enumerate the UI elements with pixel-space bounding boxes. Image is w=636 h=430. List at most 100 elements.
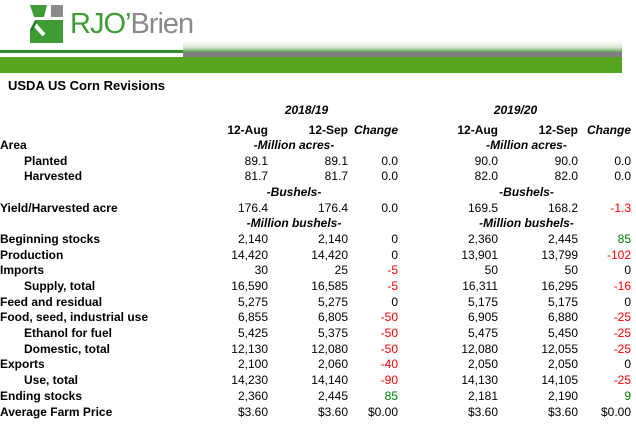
value-cell: 14,420 — [231, 247, 268, 262]
row-label: Yield/Harvested acre — [0, 200, 118, 215]
value-cell: 16,311 — [462, 279, 499, 294]
value-cell: $0.00 — [601, 404, 632, 419]
value-cell: 12,080 — [461, 341, 499, 356]
value-cell: -25 — [613, 310, 632, 325]
value-cell: 85 — [617, 231, 632, 246]
row-label: Feed and residual — [0, 294, 103, 309]
value-cell: 5,175 — [547, 294, 579, 309]
unit-label: -Million bushels- — [479, 216, 574, 231]
brand-underline — [0, 50, 183, 53]
value-cell: 0.0 — [614, 153, 632, 168]
value-cell: 2,181 — [467, 388, 499, 403]
year-header-2019-20: 2019/20 — [493, 103, 538, 117]
table-row: Beginning stocks 2,140 2,140 0 2,360 2,445 85 — [0, 231, 633, 247]
value-cell: 0 — [624, 357, 632, 372]
rjobrien-wordmark: RJO’Brien — [70, 4, 194, 44]
value-cell: $0.00 — [367, 404, 399, 419]
row-label: Beginning stocks — [0, 231, 101, 246]
year-header-row: 2018/19 2019/20 — [0, 95, 633, 117]
row-label: Harvested — [24, 169, 83, 184]
value-cell: 13,901 — [461, 247, 499, 262]
value-cell: 5,375 — [317, 326, 348, 341]
table-row: Feed and residual 5,275 5,275 0 5,175 5,175 0 — [0, 294, 633, 310]
row-label: Imports — [0, 263, 45, 278]
row-label: Production — [0, 247, 64, 262]
spacer-cell — [0, 95, 215, 117]
value-cell: 90.0 — [474, 153, 499, 168]
value-cell: 0 — [391, 231, 399, 246]
value-cell: 89.1 — [324, 153, 348, 168]
value-cell: 2,060 — [317, 357, 348, 372]
table-row: Exports 2,100 2,060 -40 2,050 2,050 0 — [0, 357, 633, 373]
unit-label: -Bushels- — [499, 184, 554, 199]
value-cell: 16,590 — [231, 279, 268, 294]
year-header-2018-19: 2018/19 — [284, 103, 329, 117]
value-cell: 0 — [391, 247, 399, 262]
table-row: Production 14,420 14,420 0 13,901 13,799 -102 — [0, 247, 633, 263]
value-cell: 16,585 — [311, 279, 348, 294]
value-cell: 6,880 — [547, 310, 579, 325]
row-label: Average Farm Price — [0, 404, 113, 419]
value-cell: 5,175 — [467, 294, 499, 309]
value-cell: 0 — [624, 294, 632, 309]
col-header-aug-1: 12-Aug — [227, 123, 268, 137]
value-cell: -25 — [613, 373, 632, 388]
row-label: Ending stocks — [0, 388, 83, 403]
value-cell: -50 — [380, 341, 399, 356]
spacer-cell — [580, 184, 633, 200]
value-cell: -40 — [380, 357, 399, 372]
unit-label: -Bushels- — [266, 184, 322, 199]
row-label: Supply, total — [24, 279, 96, 294]
row-label: Exports — [0, 357, 45, 372]
row-label: Area — [0, 137, 27, 152]
value-cell: 2,050 — [467, 357, 499, 372]
value-cell: -50 — [380, 326, 399, 341]
value-cell: 2,445 — [547, 231, 579, 246]
value-cell: 2,140 — [317, 231, 348, 246]
value-cell: 6,805 — [317, 310, 348, 325]
value-cell: 81.7 — [324, 169, 348, 184]
table-row: Area -Million acres- -Million acres- — [0, 137, 633, 153]
value-cell: 12,080 — [311, 341, 348, 356]
value-cell: 0.0 — [381, 169, 399, 184]
value-cell: 5,275 — [237, 294, 268, 309]
value-cell: 5,275 — [317, 294, 348, 309]
row-label: Food, seed, industrial use — [0, 310, 149, 325]
value-cell: -1.3 — [610, 200, 632, 215]
value-cell: 90.0 — [554, 153, 579, 168]
table-row: Domestic, total 12,130 12,080 -50 12,080 12,0… — [0, 341, 633, 357]
column-header-row: 12-Aug 12-Sep Change 12-Aug 12-Sep Chang… — [0, 117, 633, 137]
rjobrien-logo-icon — [28, 4, 66, 44]
gradient-band — [183, 40, 622, 52]
value-cell: -25 — [613, 341, 632, 356]
value-cell: 2,100 — [237, 357, 268, 372]
table-row: Yield/Harvested acre 176.4 176.4 0.0 169.5 16… — [0, 200, 633, 216]
table-row: Ethanol for fuel 5,425 5,375 -50 5,475 5,450 -… — [0, 325, 633, 341]
rjobrien-logo: RJO’Brien — [28, 4, 194, 44]
unit-label: -Million acres- — [253, 137, 335, 152]
col-header-change-1: Change — [354, 123, 399, 137]
value-cell: 81.7 — [244, 169, 268, 184]
col-header-change-2: Change — [587, 123, 632, 137]
value-cell: 12,055 — [541, 341, 579, 356]
wordmark-green: RJO’ — [70, 8, 131, 40]
value-cell: 5,475 — [467, 326, 499, 341]
value-cell: 30 — [254, 263, 268, 278]
value-cell: 0.0 — [381, 200, 399, 215]
value-cell: 50 — [564, 263, 579, 278]
table-row: -Bushels- -Bushels- — [0, 184, 633, 200]
value-cell: $3.60 — [547, 404, 579, 419]
value-cell: 0 — [624, 263, 632, 278]
row-label: Use, total — [24, 373, 79, 388]
value-cell: 5,425 — [237, 326, 268, 341]
spacer-cell — [0, 117, 215, 137]
spacer-cell — [580, 215, 633, 231]
value-cell: 25 — [334, 263, 348, 278]
value-cell: -5 — [387, 279, 399, 294]
value-cell: 9 — [624, 388, 632, 403]
value-cell: -16 — [613, 279, 632, 294]
value-cell: 176.4 — [237, 200, 268, 215]
row-label: Planted — [24, 153, 68, 168]
spacer-cell — [580, 137, 633, 153]
spacer-cell — [350, 137, 400, 153]
